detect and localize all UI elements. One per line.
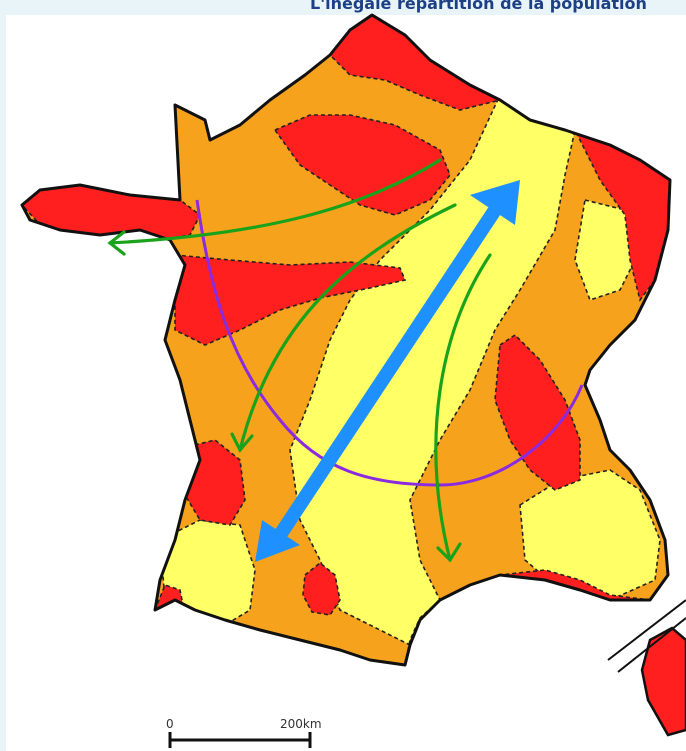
map-title: L'inégale répartition de la population <box>310 0 647 13</box>
scale-label-distance: 200km <box>280 717 322 731</box>
region-high-alsace <box>573 128 670 302</box>
scale-bar: 0 200km <box>166 717 322 748</box>
migration-arrow-to-brittany <box>108 158 442 245</box>
inset-divider-line-1 <box>607 599 686 661</box>
inset-divider-line-2 <box>617 617 686 673</box>
migration-arrow-to-south <box>434 253 492 562</box>
le-havre-marseille-line <box>195 199 584 487</box>
region-low-southwest <box>159 519 256 626</box>
migration-arrow-head-brittany <box>107 230 126 256</box>
france-outline <box>20 13 672 667</box>
migration-arrow-to-southwest <box>238 203 457 452</box>
migration-arrow-head-south <box>436 542 462 563</box>
diagonal-arrow-head-southwest <box>255 520 300 562</box>
migration-arrows <box>107 158 492 563</box>
region-high-loire <box>174 254 407 346</box>
scale-label-zero: 0 <box>166 717 174 731</box>
region-high-paris <box>273 114 451 216</box>
diagonal-arrow <box>255 180 520 562</box>
migration-arrow-head-southwest <box>230 432 254 453</box>
region-high-toulouse <box>302 561 341 616</box>
diagonal-arrow-head-northeast <box>470 180 520 225</box>
corsica-island <box>640 626 686 737</box>
region-high-lyon <box>494 333 581 491</box>
region-high-brittany <box>22 184 202 241</box>
region-low-northeast <box>574 199 641 302</box>
